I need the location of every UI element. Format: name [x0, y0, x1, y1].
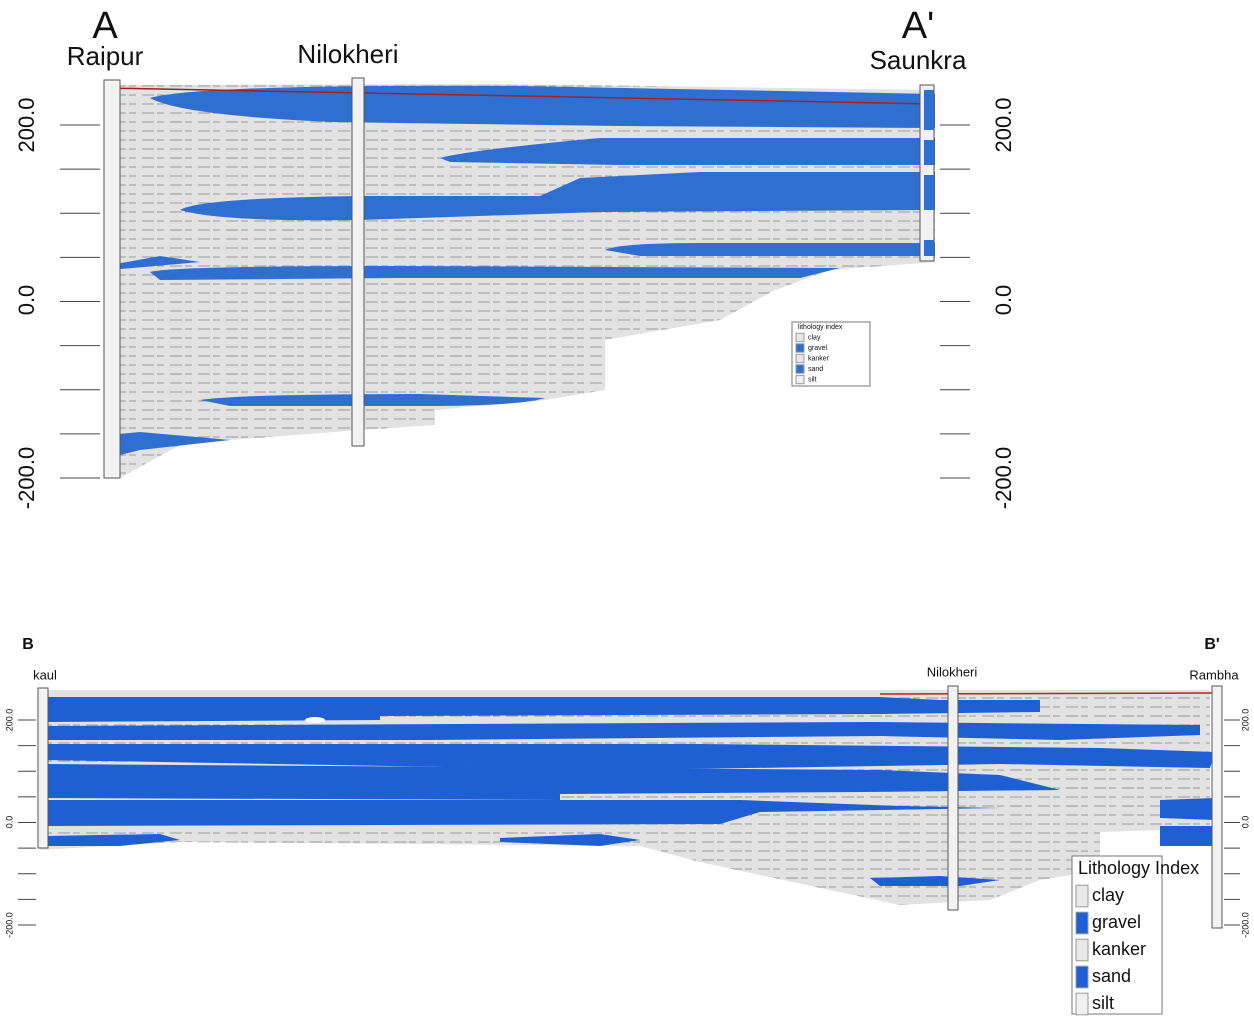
legend-title: Lithology Index [1078, 858, 1199, 878]
axis-label: -200.0 [4, 912, 14, 938]
legend-label: silt [1092, 993, 1114, 1013]
sand-lens [605, 243, 935, 256]
borehole-sand [924, 90, 934, 130]
well-name: Nilokheri [297, 39, 398, 69]
well-name: Nilokheri [927, 664, 978, 679]
legend-label: clay [1092, 885, 1124, 905]
sand-lens [150, 266, 840, 280]
axis-label: -200.0 [1240, 912, 1250, 938]
borehole [352, 78, 364, 446]
borehole-sand [924, 140, 934, 165]
section-label: B' [1204, 636, 1219, 653]
well-name: kaul [33, 667, 57, 682]
borehole [1212, 686, 1222, 928]
legend-swatch [1076, 885, 1088, 907]
legend-label: gravel [808, 345, 828, 352]
legend-swatch [796, 344, 804, 352]
figure: A Raipur Nilokheri A' Saunkra B kaul Nil… [0, 0, 1254, 1019]
legend-swatch [796, 375, 804, 383]
sand-lens [45, 834, 180, 846]
legend-label: clay [808, 334, 821, 341]
axis-label: -200.0 [14, 447, 39, 509]
well-name: Raipur [67, 41, 144, 71]
borehole [104, 80, 120, 478]
legend-label: kanker [808, 355, 830, 362]
axis-label: 0.0 [14, 285, 39, 316]
axis-label: 0.0 [1240, 816, 1250, 829]
section-label: B [22, 636, 34, 653]
legend-swatch [1076, 939, 1088, 961]
legend-swatch [1076, 966, 1088, 988]
well-name: Saunkra [870, 45, 967, 75]
section-a: A Raipur Nilokheri A' Saunkra [67, 5, 967, 478]
legend-label: kanker [1092, 939, 1146, 959]
water-table [880, 693, 1212, 694]
legend-label: sand [1092, 966, 1131, 986]
axis-label: 0.0 [4, 816, 14, 829]
borehole [38, 688, 48, 848]
legend-label: silt [808, 376, 817, 383]
clay-lens [305, 717, 325, 723]
legend-label: sand [808, 366, 823, 373]
sand-lens [1160, 826, 1215, 846]
axis-label: 200.0 [4, 709, 14, 732]
axis-label: 200.0 [14, 97, 39, 152]
legend-title: lithology index [798, 324, 843, 331]
legend-label: gravel [1092, 912, 1141, 932]
borehole-sand [924, 175, 934, 210]
borehole [948, 686, 958, 910]
legend-swatch [1076, 912, 1088, 934]
axis-label: 0.0 [991, 285, 1016, 316]
legend-box [1072, 856, 1162, 1014]
well-name: Rambha [1189, 667, 1239, 682]
legend-swatch [1076, 993, 1088, 1015]
legend-swatch [796, 365, 804, 373]
axis-label: 200.0 [991, 97, 1016, 152]
axis-label: -200.0 [991, 447, 1016, 509]
legend-swatch [796, 354, 804, 362]
axis-label: 200.0 [1240, 709, 1250, 732]
borehole-sand [924, 240, 934, 256]
section-b: B kaul Nilokheri B' Rambha [22, 636, 1239, 1014]
legend-swatch [796, 333, 804, 341]
section-label: A' [902, 5, 935, 47]
sand-lens [1160, 798, 1215, 820]
